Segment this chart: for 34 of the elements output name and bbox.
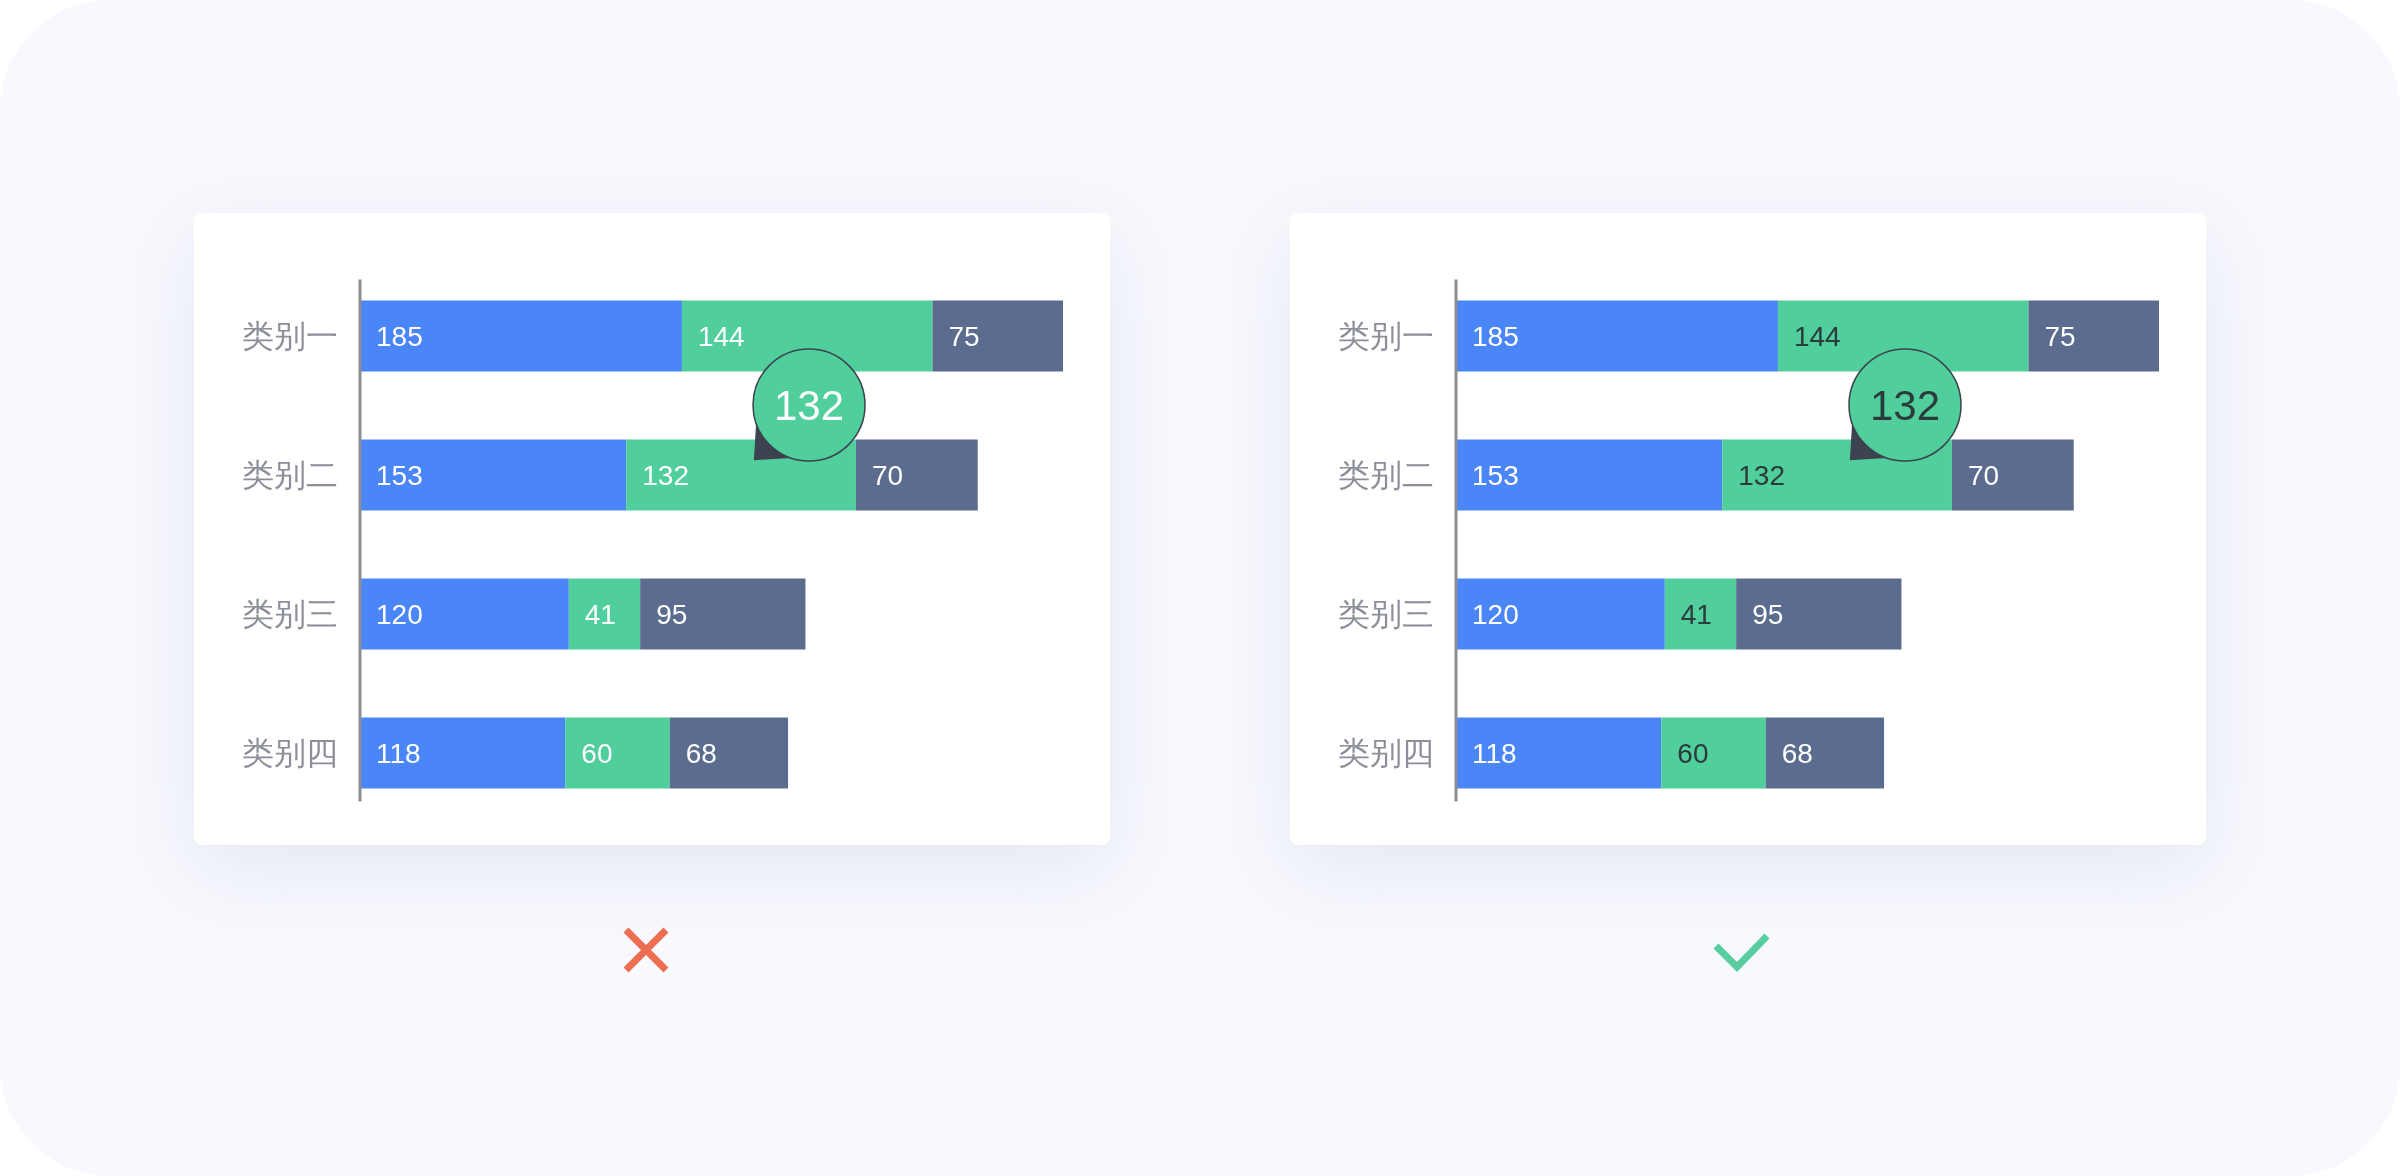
data-label: 95 xyxy=(1752,598,1784,630)
data-label: 68 xyxy=(1781,737,1813,769)
data-label: 185 xyxy=(376,320,423,352)
data-label: 132 xyxy=(1738,459,1785,491)
data-label: 118 xyxy=(376,737,421,769)
data-label: 70 xyxy=(871,459,904,491)
data-label: 60 xyxy=(581,737,613,769)
category-label: 类别二 xyxy=(242,457,338,493)
category-label: 类别一 xyxy=(242,318,338,354)
data-label: 95 xyxy=(656,598,688,630)
data-label: 144 xyxy=(1793,320,1841,352)
data-label: 153 xyxy=(376,459,423,491)
data-label: 75 xyxy=(948,320,980,352)
data-label: 41 xyxy=(1680,598,1712,630)
data-label: 144 xyxy=(697,320,745,352)
data-label: 120 xyxy=(376,598,423,630)
data-label: 132 xyxy=(642,459,689,491)
category-label: 类别四 xyxy=(1338,735,1434,771)
category-label: 类别一 xyxy=(1338,318,1434,354)
annotation: 132 xyxy=(773,381,845,429)
category-label: 类别二 xyxy=(1338,457,1434,493)
data-label: 60 xyxy=(1677,737,1709,769)
data-label: 118 xyxy=(1472,737,1517,769)
category-label: 类别四 xyxy=(242,735,338,771)
data-label: 41 xyxy=(584,598,616,630)
data-label: 120 xyxy=(1472,598,1519,630)
category-label: 类别三 xyxy=(242,596,338,632)
category-label: 类别三 xyxy=(1338,596,1434,632)
data-label: 185 xyxy=(1472,320,1519,352)
data-label: 153 xyxy=(1472,459,1519,491)
data-label: 70 xyxy=(1967,459,2000,491)
data-label: 68 xyxy=(685,737,717,769)
annotation: 132 xyxy=(1869,381,1941,429)
data-label: 75 xyxy=(2044,320,2076,352)
